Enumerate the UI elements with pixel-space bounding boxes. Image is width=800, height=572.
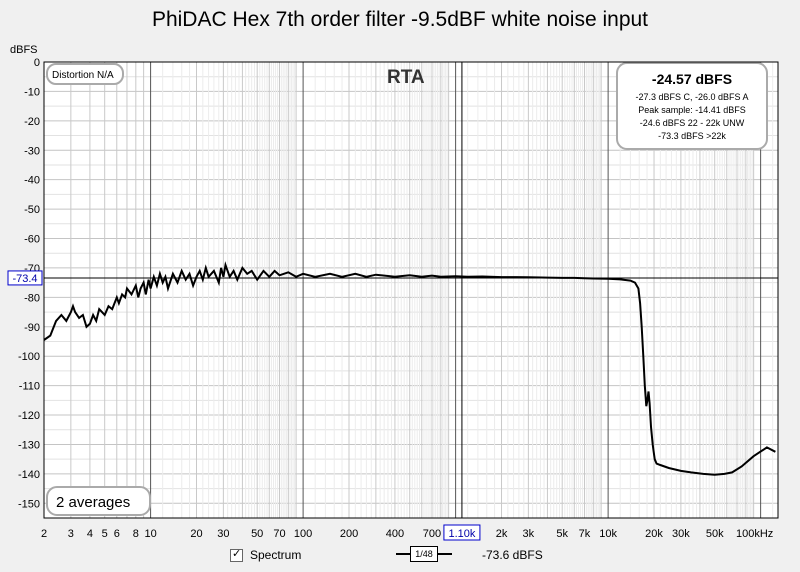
distortion-badge-frame [46, 63, 124, 85]
smoothing-selector[interactable]: 1/48 [396, 546, 452, 562]
x-tick-labels: 2 3 4 5 6 8 10 20 30 50 70 100 200 400 700 2k 3k 5k 7k 10k 2… [41, 528, 773, 540]
x-tick-label: 10k [599, 528, 617, 540]
y-tick-label: -40 [24, 175, 40, 187]
spectrum-label: Spectrum [250, 548, 302, 562]
x-tick-label: 8 [133, 528, 139, 540]
cursor-x-readout: 1.10k [448, 528, 475, 540]
y-tick-label: -60 [24, 234, 40, 246]
y-tick-label: -100 [18, 351, 40, 363]
smoothing-fraction[interactable]: 1/48 [410, 546, 438, 562]
averages-badge-frame [46, 486, 151, 516]
y-tick-label: -80 [24, 292, 40, 304]
stats-box-frame [616, 62, 768, 150]
x-tick-label: 2k [496, 528, 508, 540]
x-tick-label: 3 [68, 528, 74, 540]
y-tick-label: -90 [24, 322, 40, 334]
x-tick-label: 4 [87, 528, 93, 540]
plot-frame [43, 61, 779, 519]
y-tick-label: -50 [24, 204, 40, 216]
x-tick-label: 6 [114, 528, 120, 540]
x-tick-label: 30 [217, 528, 229, 540]
distortion-label: Distortion N/A [52, 70, 114, 81]
x-tick-label: 5 [102, 528, 108, 540]
y-tick-label: -120 [18, 410, 40, 422]
cursor-y-readout: -73.4 [12, 273, 37, 285]
x-tick-label: 400 [386, 528, 404, 540]
stats-line-weighting: -27.3 dBFS C, -26.0 dBFS A [635, 92, 748, 102]
legend-line-left [396, 553, 410, 555]
x-tick-label: 50k [706, 528, 724, 540]
x-tick-label: 5k [556, 528, 568, 540]
x-tick-label: 700 [423, 528, 441, 540]
x-tick-label: 200 [340, 528, 358, 540]
stats-line-peak: Peak sample: -14.41 dBFS [638, 105, 746, 115]
cursor-value-readout: -73.6 dBFS [482, 548, 543, 562]
spectrum-legend[interactable]: Spectrum [230, 547, 302, 562]
y-tick-label: -20 [24, 116, 40, 128]
x-tick-label: 2 [41, 528, 47, 540]
x-tick-label: 20k [645, 528, 663, 540]
legend-line-right [438, 553, 452, 555]
averages-badge: 2 averages [46, 486, 151, 516]
stats-line-unweighted: -24.6 dBFS 22 - 22k UNW [640, 118, 745, 128]
x-tick-label: 50 [251, 528, 263, 540]
stats-headline: -24.57 dBFS [652, 71, 732, 87]
cursor-y-readout-box [7, 270, 43, 286]
y-tick-label: -140 [18, 469, 40, 481]
rta-label: RTA [387, 67, 425, 88]
x-tick-label: 70 [273, 528, 285, 540]
chart-title: PhiDAC Hex 7th order filter -9.5dBF whit… [151, 8, 649, 31]
spectrum-checkbox[interactable] [230, 547, 243, 562]
cursor-x-readout-box [443, 524, 481, 541]
x-tick-label: 7k [579, 528, 591, 540]
x-tick-label: 20 [190, 528, 202, 540]
stats-line-above-22k: -73.3 dBFS >22k [658, 131, 726, 141]
y-tick-label: -110 [19, 381, 40, 393]
averages-label: 2 averages [56, 494, 130, 511]
x-tick-label: 30k [672, 528, 690, 540]
y-tick-label: 0 [34, 57, 40, 69]
x-tick-label: 10 [144, 528, 156, 540]
distortion-badge[interactable]: Distortion N/A [46, 63, 124, 85]
y-tick-label: -30 [24, 145, 40, 157]
x-tick-label: 100 [294, 528, 312, 540]
x-tick-label: 100kHz [736, 528, 773, 540]
y-tick-label: -130 [18, 439, 40, 451]
spectrum-series-line [43, 261, 776, 476]
grid [44, 62, 778, 518]
y-axis-label: dBFS [10, 44, 38, 56]
x-tick-label: 3k [523, 528, 535, 540]
y-tick-label: -150 [18, 498, 40, 510]
y-tick-label: -10 [24, 86, 40, 98]
stats-box: -24.57 dBFS -27.3 dBFS C, -26.0 dBFS A P… [616, 62, 768, 150]
